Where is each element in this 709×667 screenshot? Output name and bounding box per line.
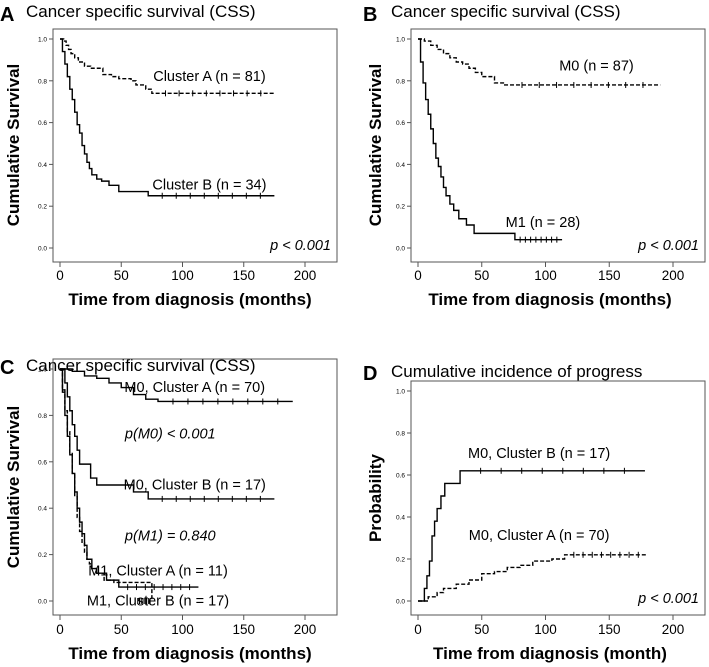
y-tick-label: 1.0 [396, 37, 405, 44]
y-tick-label: 0.0 [38, 599, 47, 606]
series-line-1 [60, 38, 275, 95]
x-tick-label: 50 [114, 268, 129, 283]
y-tick-label: 0.0 [38, 246, 47, 253]
x-tick-label: 0 [56, 622, 64, 637]
x-tick-label: 200 [662, 268, 685, 283]
y-axis-label: Cumulative Survival [4, 64, 23, 227]
panel-title: Cumulative incidence of progress [391, 362, 642, 381]
series-line-2 [418, 38, 563, 241]
y-tick-label: 0.2 [396, 204, 405, 211]
y-tick-label: 0.6 [38, 459, 47, 466]
x-tick-label: 150 [598, 268, 621, 283]
panel-b: B Cancer specific survival (CSS) 0.0 0.2 0.4… [363, 2, 706, 309]
y-axis-label: Cumulative Survival [366, 64, 385, 227]
y-tick-label: 0.6 [396, 473, 405, 480]
x-tick-label: 200 [662, 622, 685, 637]
y-tick-label: 0.6 [396, 120, 405, 127]
series-annotation: M0, Cluster B (n = 17) [468, 446, 610, 462]
series-line-2 [418, 554, 648, 602]
series-annotation: M0, Cluster B (n = 17) [124, 478, 266, 494]
series-annotation: M0 (n = 87) [559, 58, 634, 74]
x-tick-label: 50 [114, 622, 129, 637]
y-tick-label: 0.6 [38, 120, 47, 127]
plot-frame [410, 380, 706, 616]
panel-letter-a: A [0, 4, 14, 26]
x-axis-label: Time from diagnosis (months) [428, 290, 671, 309]
x-tick-label: 150 [232, 268, 255, 283]
series-annotation: M1 (n = 28) [506, 215, 581, 231]
panel-title: Cancer specific survival (CSS) [26, 2, 256, 21]
x-tick-label: 50 [474, 622, 489, 637]
x-tick-label: 150 [598, 622, 621, 637]
series-annotation: Cluster B (n = 34) [152, 177, 266, 193]
x-axis-label: Time from diagnosis (months) [68, 644, 311, 663]
x-tick-label: 200 [294, 622, 317, 637]
series-annotation: M0, Cluster A (n = 70) [124, 380, 265, 396]
y-tick-label: 0.4 [396, 162, 405, 169]
p-value: p < 0.001 [269, 238, 331, 254]
y-tick-label: 1.0 [396, 389, 405, 396]
y-axis-label: Probability [366, 454, 385, 542]
panel-title: Cancer specific survival (CSS) [26, 356, 256, 375]
y-tick-label: 0.8 [396, 78, 405, 85]
plot-frame [410, 28, 706, 263]
x-tick-label: 100 [171, 622, 194, 637]
p-value: p(M0) < 0.001 [124, 427, 216, 443]
y-tick-label: 1.0 [38, 37, 47, 44]
series-line-1 [418, 38, 661, 86]
y-tick-label: 0.2 [38, 552, 47, 559]
x-axis-label: Time from diagnosis (months) [68, 290, 311, 309]
p-value: p(M1) = 0.840 [124, 529, 216, 545]
panel-c: C Cancer specific survival (CSS) 0.0 0.2 0.4… [0, 356, 338, 663]
x-tick-label: 200 [294, 268, 317, 283]
y-tick-label: 0.4 [396, 515, 405, 522]
series-line-2 [60, 38, 275, 197]
series-annotation: M1, Cluster B (n = 17) [87, 594, 229, 610]
series-annotation: M0, Cluster A (n = 70) [469, 528, 610, 544]
y-tick-label: 0.4 [38, 162, 47, 169]
y-tick-label: 0.4 [38, 506, 47, 513]
x-tick-label: 100 [171, 268, 194, 283]
panel-title: Cancer specific survival (CSS) [391, 2, 621, 21]
series-line-1 [60, 368, 293, 403]
series-line-2 [60, 368, 275, 500]
p-value: p < 0.001 [637, 238, 699, 254]
y-tick-label: 0.2 [396, 557, 405, 564]
x-tick-label: 0 [414, 268, 422, 283]
x-tick-label: 50 [474, 268, 489, 283]
x-tick-label: 0 [56, 268, 64, 283]
series-line-4 [60, 368, 199, 588]
x-axis-label: Time from diagnosis (month) [433, 644, 667, 663]
panel-letter-d: D [363, 363, 377, 385]
y-tick-label: 1.0 [38, 367, 47, 374]
y-tick-label: 0.8 [38, 413, 47, 420]
y-tick-label: 0.0 [396, 599, 405, 606]
x-tick-label: 150 [232, 622, 255, 637]
y-tick-label: 0.2 [38, 204, 47, 211]
x-tick-label: 100 [534, 622, 557, 637]
panel-letter-b: B [363, 4, 377, 26]
panel-a: A Cancer specific survival (CSS) 0.0 0.2 0.4… [0, 2, 338, 309]
plot-frame [52, 358, 338, 616]
y-tick-label: 0.0 [396, 246, 405, 253]
x-tick-label: 100 [534, 268, 557, 283]
p-value: p < 0.001 [637, 591, 699, 607]
series-line-1 [418, 470, 645, 602]
series-annotation: M1, Cluster A (n = 11) [88, 563, 228, 579]
y-axis-label: Cumulative Survival [4, 406, 23, 569]
y-tick-label: 0.8 [396, 431, 405, 438]
plot-frame [52, 28, 338, 263]
y-tick-label: 0.8 [38, 78, 47, 85]
series-annotation: Cluster A (n = 81) [153, 69, 265, 85]
panel-letter-c: C [0, 357, 14, 379]
panel-d: D Cumulative incidence of progress 0.0 0.2 0… [363, 362, 706, 663]
x-tick-label: 0 [414, 622, 422, 637]
